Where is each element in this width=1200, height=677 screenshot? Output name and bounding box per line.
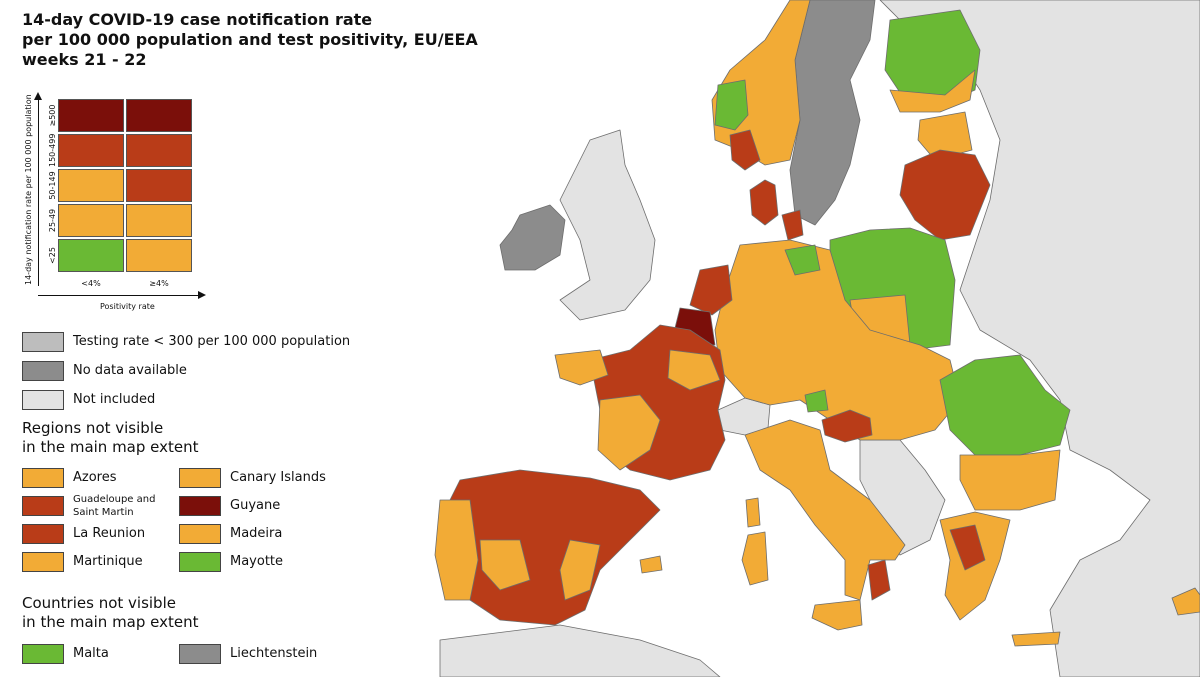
region-sicily	[811, 599, 863, 631]
matrix-cell	[126, 239, 192, 272]
no-data-swatch	[22, 361, 64, 381]
region-denmark	[749, 179, 779, 226]
region-not-included-uk	[559, 129, 656, 321]
not-included-label: Not included	[73, 392, 156, 407]
region-sweden	[789, 0, 876, 226]
region-portugal	[434, 499, 479, 601]
matrix-row-label: 25-49	[48, 208, 57, 233]
region-norway-red	[729, 129, 761, 171]
region-netherlands	[689, 264, 733, 316]
region-finland-orange	[889, 69, 976, 113]
region-crete	[1011, 631, 1061, 647]
legend-swatch	[179, 644, 221, 664]
legend-swatch	[179, 468, 221, 488]
y-axis-arrow	[34, 92, 42, 286]
countries-heading-line-2: in the main map extent	[22, 613, 199, 631]
region-bulgaria	[959, 449, 1061, 511]
matrix-cell	[58, 239, 124, 272]
region-italy	[744, 419, 906, 601]
region-not-included-balkans	[859, 439, 946, 556]
matrix-cell	[126, 169, 192, 202]
x-axis-arrow	[38, 291, 206, 299]
region-norway	[711, 0, 811, 166]
region-france-orange	[597, 394, 661, 471]
matrix-cell	[58, 204, 124, 237]
legend-label: Liechtenstein	[230, 646, 318, 661]
countries-heading-line-1: Countries not visible	[22, 594, 176, 612]
no-data-label: No data available	[73, 363, 187, 378]
legend-swatch	[22, 644, 64, 664]
region-france-brittany	[554, 349, 609, 386]
legend-label: Canary Islands	[230, 470, 326, 485]
legend-swatch	[22, 552, 64, 572]
matrix-row-label: 150-499	[48, 133, 57, 167]
x-axis-label: Positivity rate	[100, 302, 155, 311]
matrix-cell	[126, 204, 192, 237]
region-slovenia-croatia	[821, 409, 873, 443]
region-spain-orange	[479, 539, 531, 591]
legend-swatch	[22, 468, 64, 488]
region-sardinia	[741, 531, 769, 586]
legend-label: Guadeloupe and Saint Martin	[73, 494, 156, 518]
matrix-cell	[58, 169, 124, 202]
legend-swatch	[179, 496, 221, 516]
region-spain-east-orange	[559, 539, 601, 601]
matrix-cell	[126, 99, 192, 132]
legend-label: La Reunion	[73, 526, 146, 541]
region-romania	[939, 354, 1071, 456]
region-italy-calabria	[867, 559, 891, 601]
matrix-col-label: <4%	[81, 279, 101, 288]
region-not-included-north-africa	[439, 624, 721, 677]
region-ireland	[499, 204, 566, 271]
y-axis-label: 14-day notification rate per 100 000 pop…	[24, 94, 33, 285]
region-baleares	[639, 555, 663, 574]
legend-label: Martinique	[73, 554, 143, 569]
region-greece-red	[949, 524, 986, 571]
regions-heading-line-2: in the main map extent	[22, 438, 199, 456]
matrix-row-label: 50-149	[48, 171, 57, 200]
not-included-swatch	[22, 390, 64, 410]
legend-swatch	[22, 496, 64, 516]
region-norway-green	[714, 79, 749, 131]
region-france-orange-center	[667, 349, 721, 391]
title-line-1: 14-day COVID-19 case notification rate	[22, 10, 373, 29]
matrix-cell	[126, 134, 192, 167]
region-denmark-east	[781, 209, 804, 241]
region-baltics	[899, 149, 991, 241]
matrix-cell	[58, 99, 124, 132]
matrix-cell	[58, 134, 124, 167]
testing-rate-swatch	[22, 332, 64, 352]
legend-label: Guyane	[230, 498, 281, 513]
legend-swatch	[22, 524, 64, 544]
title-line-3: weeks 21 - 22	[22, 50, 147, 69]
regions-heading: Regions not visible in the main map exte…	[22, 419, 199, 457]
regions-heading-line-1: Regions not visible	[22, 419, 164, 437]
legend-label: Madeira	[230, 526, 283, 541]
legend-label: Malta	[73, 646, 109, 661]
matrix-col-label: ≥4%	[149, 279, 169, 288]
region-corsica	[745, 497, 761, 528]
matrix-row-label: <25	[48, 247, 57, 264]
testing-rate-label: Testing rate < 300 per 100 000 populatio…	[73, 334, 351, 349]
region-austria-green	[804, 389, 829, 413]
region-cyprus	[1171, 587, 1200, 616]
legend-swatch	[179, 524, 221, 544]
title-line-2: per 100 000 population and test positivi…	[22, 30, 478, 49]
matrix-row-label: ≥500	[48, 104, 57, 127]
countries-heading: Countries not visible in the main map ex…	[22, 594, 199, 632]
legend-swatch	[179, 552, 221, 572]
region-germany-north-green	[784, 244, 821, 276]
map-title: 14-day COVID-19 case notification rate p…	[22, 10, 478, 70]
legend-label: Mayotte	[230, 554, 284, 569]
legend-label: Azores	[73, 470, 117, 485]
